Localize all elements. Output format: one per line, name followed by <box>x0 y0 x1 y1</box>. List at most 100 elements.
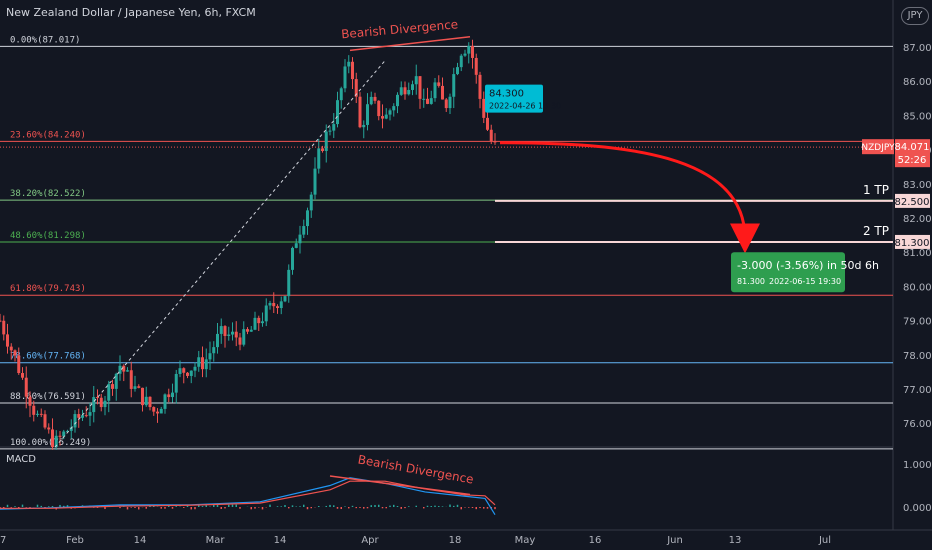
candle-body <box>388 110 392 115</box>
macd-divergence-line <box>329 475 471 496</box>
candle-body <box>62 431 66 437</box>
fib-label: 78.60%(77.768) <box>10 352 86 362</box>
candle-body <box>482 98 486 118</box>
candle-body <box>77 414 81 418</box>
candle-body <box>212 347 216 354</box>
grid <box>0 0 932 531</box>
candle-body <box>84 415 88 417</box>
candle-body <box>437 82 441 86</box>
candle-body <box>32 405 36 415</box>
candle-body <box>287 269 291 297</box>
candle-body <box>272 302 276 307</box>
candle-body <box>396 94 399 107</box>
candle-body <box>17 355 21 374</box>
candle-body <box>171 392 174 398</box>
candle-body <box>347 61 351 67</box>
candle-body <box>246 329 249 332</box>
divergence-line <box>349 35 471 52</box>
y-tick-label: 80.000 <box>903 282 932 293</box>
candle-body <box>81 415 84 418</box>
candle-body <box>448 96 452 109</box>
candle-body <box>411 84 414 90</box>
candle-body <box>156 411 159 414</box>
tooltip-price: 84.300 <box>489 89 524 100</box>
y-tick-label: 81.000 <box>903 248 932 259</box>
candle-body <box>313 168 317 195</box>
axes: 76.000 77.000 78.000 79.000 80.000 81.000 82.0… <box>0 43 932 546</box>
x-tick-label: Apr <box>361 535 379 546</box>
candle-body <box>227 334 231 336</box>
candle-body <box>51 429 54 448</box>
candle-body <box>133 386 137 389</box>
candle-body <box>144 396 148 406</box>
y-tick-label: 78.000 <box>903 351 932 362</box>
candle-body <box>317 148 321 169</box>
measure-change: -3.000 (-3.56%) in 50d 6h <box>737 259 879 272</box>
candle-body <box>69 427 73 431</box>
candle-body <box>129 370 133 389</box>
candle-body <box>238 337 242 345</box>
currency-badge[interactable]: JPY <box>901 7 929 25</box>
candle-body <box>377 100 381 117</box>
tp-axis-value: 82.500 <box>895 197 930 208</box>
symbol-badge <box>862 139 894 155</box>
candle-body <box>114 373 118 389</box>
current-price-value: 84.071 <box>895 142 930 153</box>
candle-body <box>429 98 433 104</box>
y-tick-label: 87.000 <box>903 43 932 54</box>
candle-body <box>111 384 114 389</box>
candle-body <box>0 320 2 322</box>
candle-body <box>39 413 43 415</box>
macd-pane: Bearish Divergence <box>0 452 496 516</box>
candle-body <box>118 365 122 374</box>
candle-body <box>54 435 58 448</box>
y-tick-label: 77.000 <box>903 385 932 396</box>
candle-body <box>298 234 302 244</box>
x-tick-label: May <box>515 535 536 546</box>
measure-time: 2022-06-15 19:30 <box>769 277 841 286</box>
y-tick-label: 79.000 <box>903 317 932 328</box>
candle-body <box>2 320 6 335</box>
candle-body <box>234 331 238 338</box>
candle-body <box>418 76 422 99</box>
candle-body <box>216 333 219 348</box>
tp-axis-badge <box>895 234 930 249</box>
candle-body <box>373 96 377 101</box>
candle-body <box>28 396 32 406</box>
x-tick-label: 13 <box>729 535 742 546</box>
candle-body <box>486 117 489 130</box>
candle-body <box>193 366 197 371</box>
divergence-label: Bearish Divergence <box>341 17 459 41</box>
candle-body <box>456 67 459 75</box>
candle-body <box>403 87 407 95</box>
candle-body <box>478 74 482 99</box>
candle-body <box>137 386 141 388</box>
macd-series-line <box>0 477 496 516</box>
x-tick-label: Jul <box>818 535 831 546</box>
candle-body <box>463 53 467 56</box>
tp-label: 1 TP <box>863 183 889 197</box>
tp-axis-value: 81.300 <box>895 238 930 249</box>
candle-body <box>459 55 463 68</box>
candle-body <box>126 370 129 372</box>
candle-body <box>189 370 193 376</box>
projection-arrow <box>499 141 760 254</box>
candle-body <box>328 130 332 132</box>
candle-body <box>489 129 493 142</box>
candle-body <box>279 301 283 309</box>
candle-body <box>182 368 186 373</box>
candle-body <box>399 87 403 95</box>
candle-body <box>332 124 336 131</box>
candle-body <box>426 98 429 104</box>
candle-body <box>249 329 253 332</box>
candle-body <box>467 45 471 54</box>
candle-body <box>444 99 448 109</box>
macd-label: MACD <box>6 454 36 465</box>
candle-body <box>414 76 418 85</box>
x-tick-label: Mar <box>206 535 226 546</box>
candle-body <box>264 305 268 322</box>
candle-body <box>141 387 144 406</box>
measure-box <box>731 252 845 293</box>
candle-body <box>197 357 201 367</box>
